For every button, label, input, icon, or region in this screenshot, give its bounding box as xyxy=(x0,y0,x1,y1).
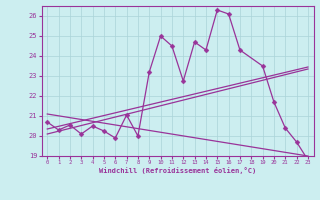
X-axis label: Windchill (Refroidissement éolien,°C): Windchill (Refroidissement éolien,°C) xyxy=(99,167,256,174)
